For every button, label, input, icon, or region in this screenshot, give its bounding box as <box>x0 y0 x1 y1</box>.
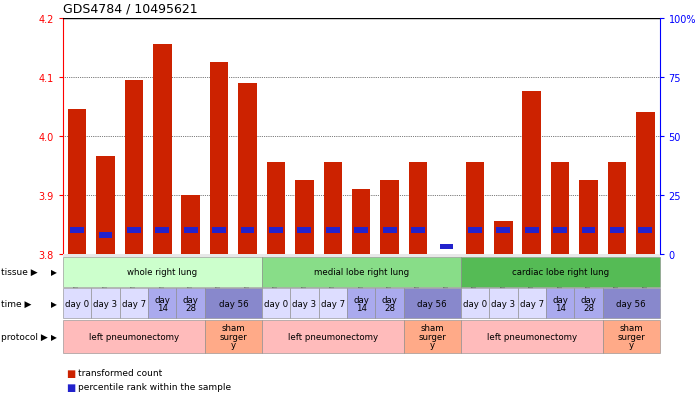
Bar <box>352 189 371 254</box>
Text: day 7: day 7 <box>122 299 146 308</box>
Text: day 56: day 56 <box>616 299 646 308</box>
Bar <box>98 232 112 238</box>
Bar <box>494 222 512 254</box>
Text: day
14: day 14 <box>552 295 568 312</box>
Bar <box>184 228 198 233</box>
Bar <box>267 163 285 254</box>
Text: protocol ▶: protocol ▶ <box>1 332 48 341</box>
Text: day
14: day 14 <box>353 295 369 312</box>
Text: transformed count: transformed count <box>78 368 163 377</box>
Bar <box>496 228 510 233</box>
Text: day 0: day 0 <box>463 299 487 308</box>
Text: whole right lung: whole right lung <box>127 268 198 277</box>
Bar <box>96 157 114 254</box>
Text: day
28: day 28 <box>183 295 199 312</box>
Text: ■: ■ <box>66 368 75 377</box>
Text: left pneumonectomy: left pneumonectomy <box>89 332 179 341</box>
Bar <box>297 228 311 233</box>
Text: sham
surger
y: sham surger y <box>219 324 247 349</box>
Bar <box>355 228 368 233</box>
Text: ▶: ▶ <box>51 268 57 277</box>
Bar <box>525 228 539 233</box>
Bar <box>210 63 228 254</box>
Bar <box>156 228 169 233</box>
Bar <box>68 110 87 254</box>
Bar <box>554 228 567 233</box>
Text: ■: ■ <box>66 382 75 392</box>
Bar <box>153 45 172 254</box>
Bar <box>269 228 283 233</box>
Bar <box>610 228 624 233</box>
Bar <box>70 228 84 233</box>
Bar <box>324 163 342 254</box>
Bar <box>581 228 595 233</box>
Text: left pneumonectomy: left pneumonectomy <box>487 332 577 341</box>
Text: ▶: ▶ <box>51 299 57 308</box>
Bar <box>241 228 255 233</box>
Text: cardiac lobe right lung: cardiac lobe right lung <box>512 268 609 277</box>
Bar <box>466 163 484 254</box>
Bar <box>125 81 143 254</box>
Text: day 3: day 3 <box>292 299 316 308</box>
Text: day 3: day 3 <box>94 299 117 308</box>
Bar <box>551 163 570 254</box>
Text: percentile rank within the sample: percentile rank within the sample <box>78 382 231 391</box>
Bar <box>383 228 396 233</box>
Bar <box>127 228 141 233</box>
Text: day
28: day 28 <box>581 295 597 312</box>
Bar <box>238 83 257 254</box>
Text: day
28: day 28 <box>382 295 398 312</box>
Text: ▶: ▶ <box>51 332 57 341</box>
Text: left pneumonectomy: left pneumonectomy <box>288 332 378 341</box>
Bar <box>468 228 482 233</box>
Text: day 0: day 0 <box>65 299 89 308</box>
Bar <box>523 92 541 254</box>
Text: day
14: day 14 <box>154 295 170 312</box>
Text: day 56: day 56 <box>417 299 447 308</box>
Text: day 56: day 56 <box>218 299 248 308</box>
Text: GDS4784 / 10495621: GDS4784 / 10495621 <box>63 2 198 15</box>
Text: medial lobe right lung: medial lobe right lung <box>313 268 409 277</box>
Text: day 7: day 7 <box>520 299 544 308</box>
Bar <box>295 180 313 254</box>
Text: day 7: day 7 <box>321 299 345 308</box>
Bar <box>212 228 226 233</box>
Bar <box>639 228 653 233</box>
Bar <box>380 180 399 254</box>
Bar <box>326 228 340 233</box>
Bar <box>181 195 200 254</box>
Bar <box>608 163 626 254</box>
Text: day 0: day 0 <box>264 299 288 308</box>
Bar <box>579 180 597 254</box>
Bar <box>409 163 427 254</box>
Text: day 3: day 3 <box>491 299 515 308</box>
Bar <box>636 113 655 254</box>
Text: time ▶: time ▶ <box>1 299 32 308</box>
Text: tissue ▶: tissue ▶ <box>1 268 38 277</box>
Bar <box>411 228 425 233</box>
Text: sham
surger
y: sham surger y <box>418 324 446 349</box>
Bar <box>440 244 454 250</box>
Text: sham
surger
y: sham surger y <box>617 324 645 349</box>
